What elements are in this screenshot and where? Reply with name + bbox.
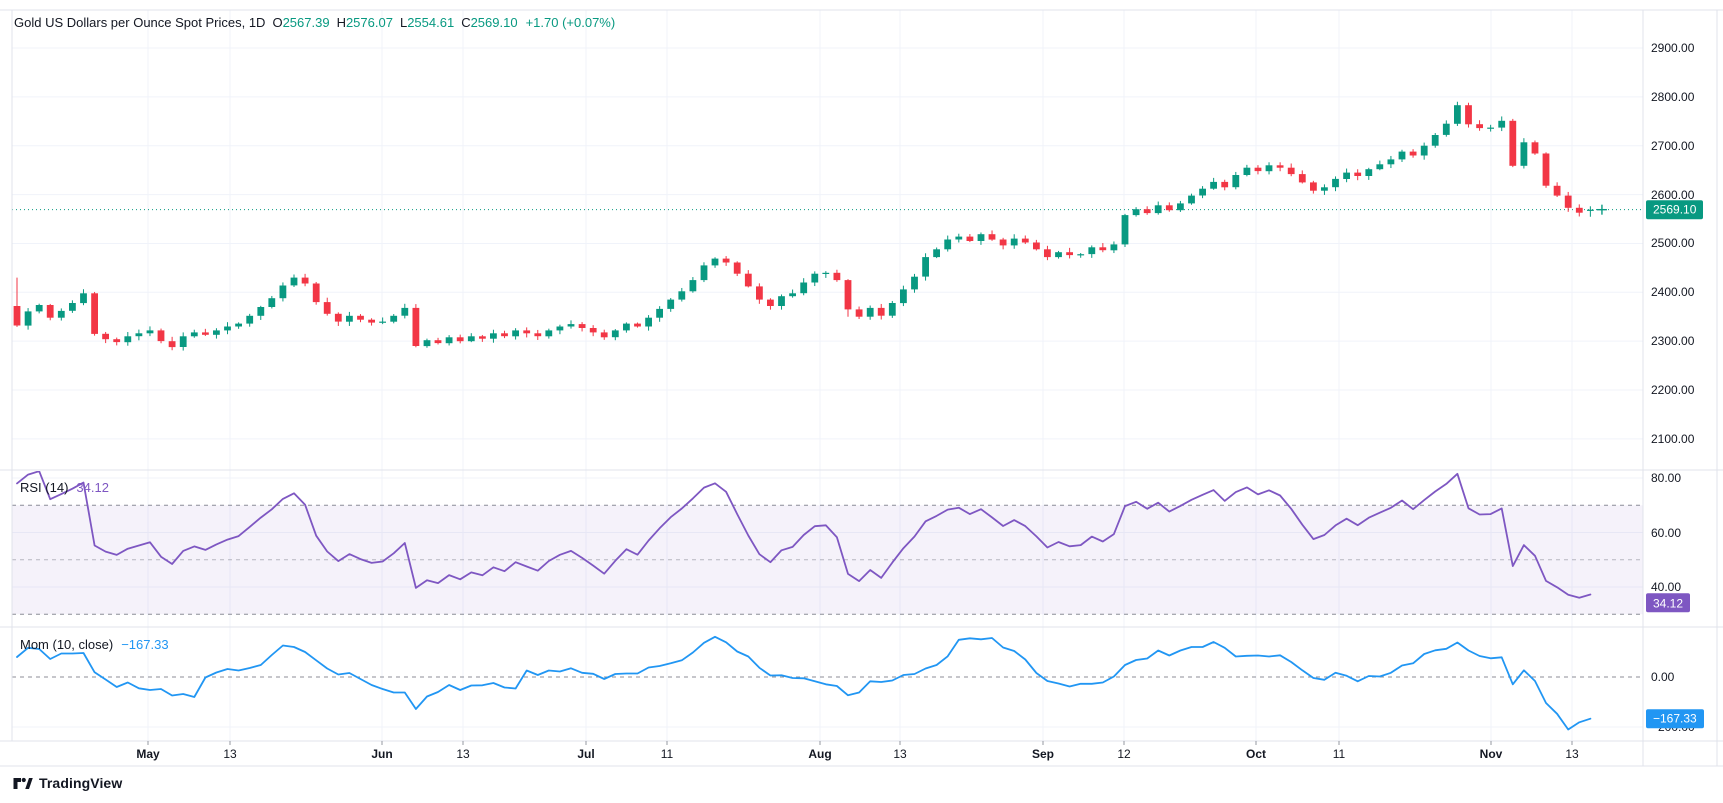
symbol-title: Gold US Dollars per Ounce Spot Prices, 1…: [14, 15, 266, 30]
last-price-badge: 2569.10: [1646, 199, 1704, 220]
price-tick-label: 2700.00: [1651, 138, 1695, 153]
tradingview-logo-text: TradingView: [39, 775, 123, 791]
low-value: 2554.61: [407, 15, 455, 30]
open-value: 2567.39: [282, 15, 330, 30]
mom-name: Mom (10, close): [20, 637, 114, 652]
low-label: L: [399, 15, 408, 30]
rsi-name: RSI (14): [20, 480, 69, 495]
rsi-value-badge: 34.12: [1646, 593, 1691, 613]
high-value: 2576.07: [345, 15, 393, 30]
rsi-legend[interactable]: RSI (14) 34.12: [20, 480, 109, 495]
price-tick-label: 2100.00: [1651, 431, 1695, 446]
close-label: C: [461, 15, 471, 30]
price-tick-label: 2900.00: [1651, 41, 1695, 55]
time-tick-label: Jul: [577, 747, 595, 761]
mom-value: −167.33: [121, 637, 169, 652]
time-tick-label: Nov: [1479, 747, 1503, 761]
mom-tick-label: 0.00: [1651, 670, 1675, 684]
price-tick-label: 2500.00: [1651, 236, 1695, 251]
mom-legend[interactable]: Mom (10, close) −167.33: [20, 637, 169, 652]
tradingview-logo-icon: [13, 776, 33, 791]
time-tick-label: 13: [893, 747, 907, 761]
price-tick-label: 2600.00: [1651, 187, 1695, 202]
time-tick-label: 13: [223, 747, 237, 761]
mom-value-badge: −167.33: [1646, 709, 1704, 729]
price-tick-label: 2200.00: [1651, 383, 1695, 398]
time-tick-label: 11: [660, 747, 674, 761]
rsi-value: 34.12: [76, 480, 109, 495]
main-series-legend[interactable]: Gold US Dollars per Ounce Spot Prices, 1…: [14, 15, 615, 30]
time-tick-label: 13: [456, 747, 470, 761]
time-tick-label: 13: [1565, 747, 1579, 761]
time-tick-label: Jun: [371, 747, 393, 761]
time-tick-label: Aug: [808, 747, 832, 761]
tradingview-logo[interactable]: TradingView: [13, 775, 122, 791]
high-label: H: [336, 15, 346, 30]
price-tick-label: 2300.00: [1651, 334, 1695, 349]
chart-canvas[interactable]: [0, 0, 1723, 767]
price-tick-label: 2400.00: [1651, 285, 1695, 300]
time-tick-label: Sep: [1031, 747, 1055, 761]
time-tick-label: 12: [1117, 747, 1131, 761]
rsi-tick-label: 40.00: [1651, 580, 1682, 594]
time-tick-label: May: [136, 747, 160, 761]
price-tick-label: 2800.00: [1651, 89, 1695, 104]
time-tick-label: Oct: [1245, 747, 1267, 761]
rsi-tick-label: 60.00: [1651, 525, 1682, 540]
change-value: +1.70 (+0.07%): [525, 15, 616, 30]
open-label: O: [272, 15, 283, 30]
rsi-tick-label: 80.00: [1651, 471, 1682, 485]
close-value: 2569.10: [470, 15, 518, 30]
time-tick-label: 11: [1332, 747, 1346, 761]
